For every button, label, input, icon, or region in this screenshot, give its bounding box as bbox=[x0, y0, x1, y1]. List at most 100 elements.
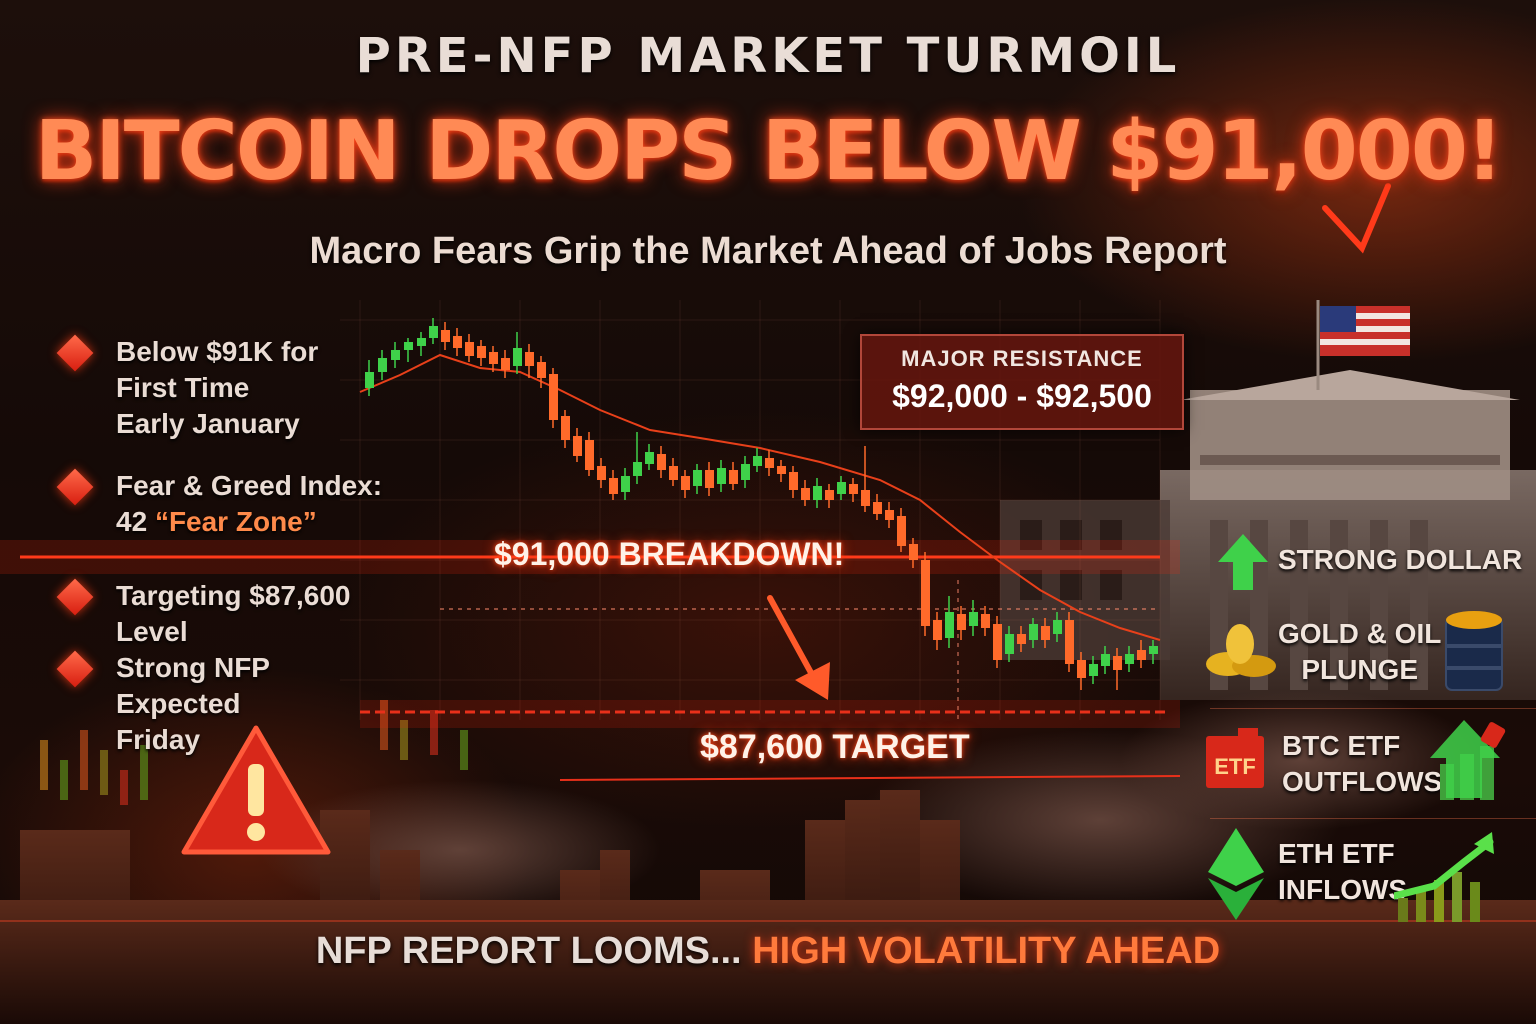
candle-body bbox=[909, 544, 918, 560]
target-label: $87,600 TARGET bbox=[700, 728, 970, 766]
bullet-text: Strong NFP Expected Friday bbox=[116, 652, 270, 755]
candle-body bbox=[561, 416, 570, 440]
factor-label: BTC ETF OUTFLOWS bbox=[1282, 730, 1443, 797]
candle-body bbox=[1065, 620, 1074, 664]
candle-body bbox=[1089, 664, 1098, 676]
eyebrow-title: PRE-NFP MARKET TURMOIL bbox=[355, 28, 1181, 84]
candle-body bbox=[597, 466, 606, 480]
headline: BITCOIN DROPS BELOW $91,000! bbox=[34, 104, 1504, 199]
factor-gold-oil: GOLD & OIL PLUNGE bbox=[1200, 606, 1530, 702]
candle-body bbox=[693, 470, 702, 486]
candle-body bbox=[1029, 624, 1038, 640]
candle-body bbox=[813, 486, 822, 500]
candle-body bbox=[669, 466, 678, 480]
candles bbox=[365, 318, 1158, 690]
bullet-text: Fear & Greed Index: 42 bbox=[116, 470, 383, 537]
candle-body bbox=[981, 614, 990, 628]
us-flag-icon bbox=[1320, 306, 1410, 356]
candle-body bbox=[404, 342, 413, 350]
candle-body bbox=[945, 612, 954, 638]
candle-body bbox=[1125, 654, 1134, 664]
candle-body bbox=[969, 612, 978, 626]
subheadline: Macro Fears Grip the Market Ahead of Job… bbox=[309, 230, 1227, 272]
candle-body bbox=[573, 436, 582, 456]
candle-body bbox=[801, 488, 810, 500]
candle-body bbox=[417, 338, 426, 346]
federal-building bbox=[1000, 300, 1536, 700]
target-glow bbox=[360, 700, 1180, 728]
down-arrow-icon bbox=[767, 595, 830, 700]
bullet-item: Fear & Greed Index: 42 “Fear Zone” bbox=[56, 468, 388, 540]
footer-text: NFP REPORT LOOMS... bbox=[315, 930, 753, 972]
bullet-item: Targeting $87,600 Level bbox=[56, 578, 388, 650]
candle-body bbox=[957, 614, 966, 630]
candle-body bbox=[921, 560, 930, 626]
moving-average-line bbox=[359, 353, 1161, 641]
candle-body bbox=[1041, 626, 1050, 640]
factor-btc-etf: ETF BTC ETF OUTFLOWS bbox=[1200, 718, 1530, 814]
candle-body bbox=[525, 352, 534, 366]
oil-barrel-icon bbox=[1445, 611, 1503, 691]
candle-body bbox=[513, 348, 522, 366]
candle-body bbox=[477, 346, 486, 358]
bullet-text: Targeting $87,600 Level bbox=[116, 580, 351, 647]
candle-body bbox=[501, 358, 510, 370]
factor-label: STRONG DOLLAR bbox=[1278, 544, 1523, 575]
candle-body bbox=[391, 350, 400, 360]
up-arrow-icon bbox=[1218, 534, 1268, 590]
candle-body bbox=[537, 362, 546, 378]
gold-coins-icon bbox=[1206, 624, 1276, 677]
candle-body bbox=[453, 336, 462, 348]
background-candles bbox=[40, 700, 468, 805]
divider bbox=[1210, 708, 1536, 709]
factor-strong-dollar: STRONG DOLLAR bbox=[1200, 526, 1530, 622]
candle-body bbox=[657, 454, 666, 470]
candle-body bbox=[1017, 634, 1026, 644]
candle-body bbox=[825, 490, 834, 500]
candle-body bbox=[789, 472, 798, 490]
factor-label: GOLD & OIL PLUNGE bbox=[1278, 618, 1442, 685]
factor-label: ETH ETF INFLOWS bbox=[1278, 838, 1408, 905]
candle-body bbox=[609, 478, 618, 494]
candle-body bbox=[1101, 654, 1110, 666]
candle-body bbox=[873, 502, 882, 514]
candle-body bbox=[849, 484, 858, 494]
warning-icon bbox=[181, 725, 331, 855]
candle-body bbox=[1053, 620, 1062, 634]
price-levels bbox=[0, 540, 1181, 781]
candle-body bbox=[993, 624, 1002, 660]
candle-body bbox=[765, 458, 774, 468]
candle-body bbox=[365, 372, 374, 388]
diamond-bullet-icon bbox=[56, 578, 94, 616]
candle-body bbox=[897, 516, 906, 546]
candle-body bbox=[465, 342, 474, 356]
ethereum-icon bbox=[1208, 828, 1264, 920]
green-chart-arrow-icon bbox=[1430, 720, 1506, 800]
etf-badge-text: ETF bbox=[1214, 754, 1256, 779]
diamond-bullet-icon bbox=[56, 334, 94, 372]
candle-body bbox=[837, 482, 846, 494]
divider bbox=[1210, 818, 1536, 819]
candle-body bbox=[1077, 660, 1086, 678]
candle-body bbox=[549, 374, 558, 420]
candle-body bbox=[861, 490, 870, 506]
chart-grid bbox=[340, 300, 1161, 720]
resistance-range: $92,000 - $92,500 bbox=[892, 378, 1152, 414]
candle-body bbox=[777, 466, 786, 474]
candle-body bbox=[378, 358, 387, 372]
diamond-bullet-icon bbox=[56, 650, 94, 688]
fear-zone-highlight: “Fear Zone” bbox=[154, 506, 317, 537]
candle-body bbox=[645, 452, 654, 464]
candle-body bbox=[633, 462, 642, 476]
bullet-item: Strong NFP Expected Friday bbox=[56, 650, 388, 758]
bullet-item: Below $91K for First Time Early January bbox=[56, 334, 388, 442]
candle-body bbox=[621, 476, 630, 492]
footer-banner: NFP REPORT LOOMS... HIGH VOLATILITY AHEA… bbox=[0, 930, 1536, 973]
candle-body bbox=[753, 456, 762, 466]
resistance-box: MAJOR RESISTANCE $92,000 - $92,500 bbox=[860, 334, 1184, 430]
candle-body bbox=[705, 470, 714, 488]
candle-body bbox=[585, 440, 594, 470]
